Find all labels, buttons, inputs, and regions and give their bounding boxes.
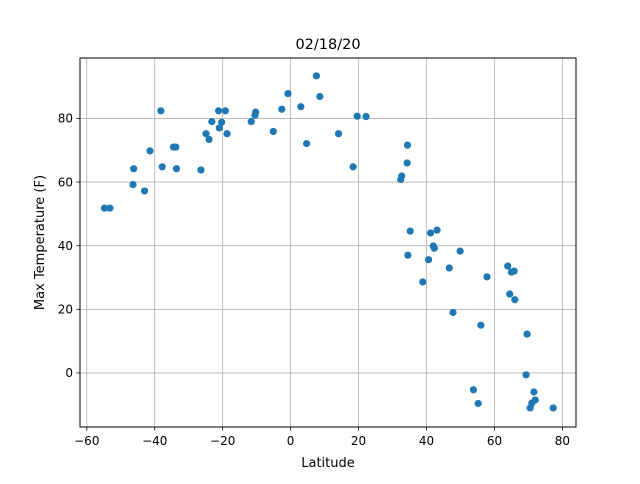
data-point: [404, 251, 412, 259]
data-point: [510, 267, 518, 275]
x-tick-label: 40: [419, 434, 434, 448]
data-point: [252, 108, 260, 116]
data-point: [158, 163, 166, 171]
data-point: [247, 118, 255, 126]
data-point: [445, 264, 453, 272]
x-axis-ticks: −60 −40 −20 0 20 40 60 80: [74, 427, 570, 448]
data-point: [221, 107, 230, 115]
x-tick-label: 80: [555, 434, 570, 448]
x-tick-label: 20: [351, 434, 366, 448]
data-point: [223, 130, 231, 138]
data-point: [172, 165, 181, 173]
y-axis-label: Max Temperature (F): [33, 175, 48, 310]
data-points: [100, 72, 557, 412]
data-point: [403, 141, 412, 149]
data-point: [530, 388, 538, 396]
data-point: [197, 166, 205, 174]
data-point: [523, 330, 531, 338]
data-point: [140, 187, 149, 195]
data-point: [474, 399, 482, 408]
data-point: [129, 181, 137, 189]
data-point: [398, 172, 406, 180]
data-point: [511, 296, 519, 304]
x-tick-label: 60: [487, 434, 502, 448]
y-tick-label: 60: [58, 175, 73, 189]
data-point: [146, 147, 154, 155]
y-tick-label: 80: [58, 112, 73, 126]
data-point: [419, 278, 427, 286]
data-point: [433, 226, 441, 234]
plot-area: [80, 58, 576, 427]
data-point: [100, 204, 109, 212]
data-point: [284, 90, 292, 98]
data-point: [106, 204, 114, 212]
y-axis-ticks: 0 20 40 60 80: [58, 112, 80, 380]
y-tick-label: 0: [65, 366, 73, 380]
data-point: [549, 404, 557, 412]
data-point: [522, 371, 530, 379]
data-point: [483, 273, 491, 281]
x-tick-label: −40: [142, 434, 167, 448]
y-tick-label: 40: [58, 239, 73, 253]
data-point: [531, 396, 539, 404]
x-tick-label: −20: [210, 434, 235, 448]
data-point: [504, 262, 512, 270]
data-point: [297, 103, 305, 111]
data-point: [353, 112, 361, 120]
x-axis-label: Latitude: [301, 456, 355, 471]
data-point: [278, 105, 286, 113]
data-point: [469, 386, 478, 394]
data-point: [312, 72, 321, 80]
data-point: [269, 127, 277, 136]
data-point: [449, 308, 457, 317]
x-tick-label: −60: [74, 434, 99, 448]
data-point: [157, 107, 165, 115]
data-point: [477, 321, 485, 329]
data-point: [205, 135, 213, 144]
y-tick-label: 20: [58, 303, 73, 317]
data-point: [215, 124, 223, 132]
data-point: [403, 159, 411, 167]
axes-frame: [79, 57, 577, 428]
data-point: [130, 165, 138, 173]
data-point: [430, 244, 438, 252]
data-point: [302, 139, 311, 148]
x-tick-label: 0: [287, 434, 295, 448]
data-point: [208, 118, 216, 126]
data-point: [349, 163, 357, 171]
chart-title: 02/18/20: [295, 37, 360, 53]
data-point: [218, 118, 226, 126]
data-point: [202, 130, 210, 138]
data-point: [172, 143, 180, 151]
data-point: [334, 130, 343, 138]
data-point: [362, 112, 370, 121]
data-point: [426, 229, 435, 237]
data-point: [316, 92, 324, 101]
data-point: [406, 227, 414, 235]
data-point: [424, 256, 433, 264]
data-point: [215, 107, 223, 115]
data-point: [506, 290, 514, 298]
data-point: [456, 247, 464, 255]
